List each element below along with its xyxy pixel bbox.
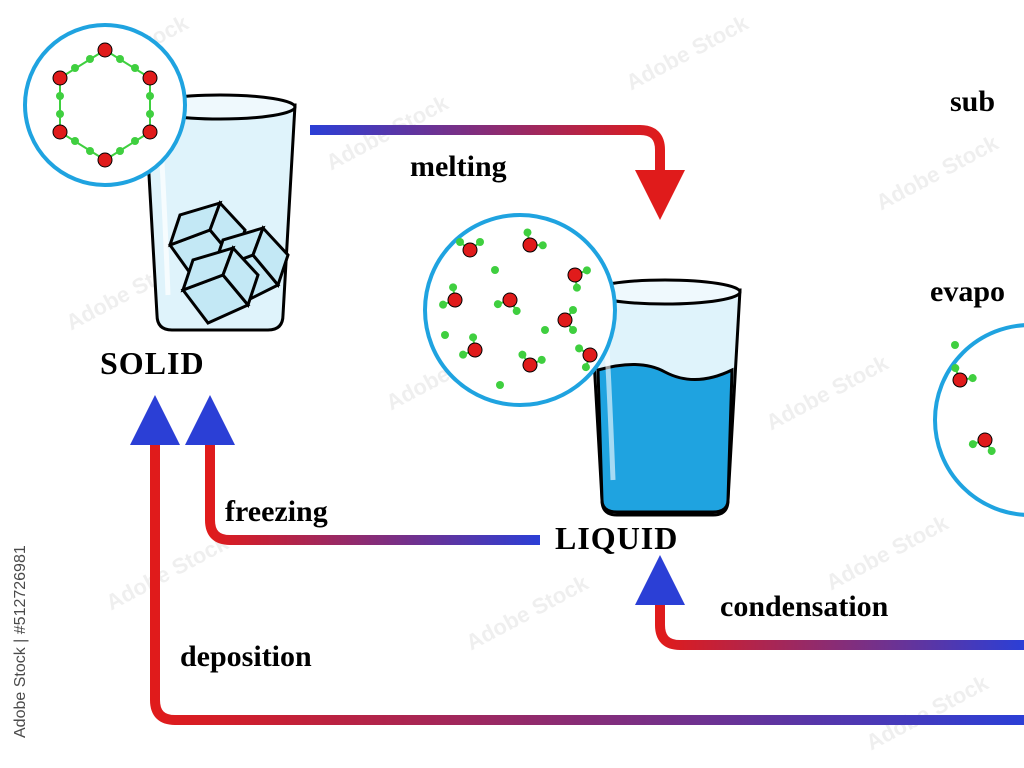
sublimation-label: sub [950,85,995,119]
condensation-label: condensation [720,590,888,624]
evaporation-label: evapo [930,275,1005,309]
solid-molecule-inset [25,25,185,185]
melting-label: melting [410,150,507,184]
solid-label: SOLID [100,345,205,382]
gas-molecule-inset-partial [935,325,1024,515]
liquid-label: LIQUID [555,520,678,557]
deposition-arrow [155,420,1024,720]
liquid-molecule-inset [425,215,615,405]
stock-credit: Adobe Stock | #512726981 [12,545,30,738]
deposition-label: deposition [180,640,312,674]
phase-diagram [0,0,1024,768]
freezing-label: freezing [225,495,328,529]
